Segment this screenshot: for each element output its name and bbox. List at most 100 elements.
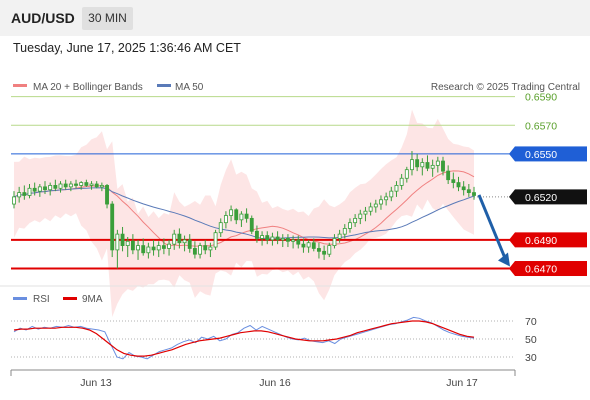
level-tag-arrow-3 bbox=[509, 189, 515, 205]
candle-body bbox=[84, 182, 89, 186]
level-label-5: 0.6470 bbox=[525, 264, 557, 276]
candle-body bbox=[48, 185, 53, 191]
candle-body bbox=[430, 164, 435, 169]
candle-body bbox=[415, 159, 420, 168]
candle-body bbox=[192, 248, 197, 255]
currency-pair-title: AUD/USD bbox=[11, 10, 75, 26]
candle-body bbox=[53, 185, 58, 189]
candle-body bbox=[151, 246, 156, 251]
rsi-ma-legend-label: 9MA bbox=[82, 294, 103, 305]
candle-body bbox=[296, 239, 301, 245]
ma50-line bbox=[13, 187, 475, 240]
candle-body bbox=[368, 206, 373, 212]
rsi-level-label-1: 50 bbox=[525, 334, 537, 346]
candle-body bbox=[105, 185, 109, 205]
candle-body bbox=[187, 239, 192, 249]
ma50-legend-swatch bbox=[157, 84, 171, 87]
candle-body bbox=[394, 185, 399, 192]
x-axis-label-0: Jun 13 bbox=[80, 377, 112, 389]
candle-body bbox=[12, 196, 16, 205]
candle-body bbox=[384, 196, 389, 201]
timeframe-button[interactable]: 30 MIN bbox=[82, 7, 133, 30]
candle-body bbox=[229, 209, 234, 216]
candle-body bbox=[285, 238, 290, 242]
candle-body bbox=[43, 186, 47, 191]
candle-body bbox=[110, 203, 115, 251]
candle-body bbox=[301, 243, 306, 248]
candle-body bbox=[32, 187, 37, 192]
level-tag-5 bbox=[515, 261, 587, 277]
candle-body bbox=[239, 213, 244, 221]
candle-body bbox=[223, 215, 228, 224]
candle-body bbox=[156, 245, 161, 251]
candle-body bbox=[161, 245, 166, 249]
candle-body bbox=[311, 242, 316, 249]
candle-body bbox=[280, 238, 285, 241]
candle-body bbox=[218, 222, 223, 234]
candle-body bbox=[244, 213, 249, 219]
candle-body bbox=[342, 228, 347, 235]
candle-body bbox=[379, 199, 383, 205]
candle-body bbox=[254, 230, 259, 239]
x-axis-label-1: Jun 16 bbox=[259, 377, 291, 389]
candle-body bbox=[130, 240, 135, 251]
level-label-4: 0.6490 bbox=[525, 235, 557, 247]
ma50-legend-label: MA 50 bbox=[175, 82, 204, 93]
candle-body bbox=[389, 190, 394, 198]
level-tag-3 bbox=[515, 189, 587, 205]
candle-body bbox=[306, 242, 311, 248]
level-label-3: 0.6520 bbox=[525, 192, 557, 204]
candle-body bbox=[89, 183, 94, 186]
candle-body bbox=[451, 179, 456, 183]
level-tag-arrow-5 bbox=[509, 261, 515, 277]
candle-body bbox=[410, 159, 414, 171]
candle-body bbox=[177, 233, 182, 244]
candle-body bbox=[249, 217, 254, 232]
candle-body bbox=[68, 183, 73, 188]
candle-body bbox=[63, 183, 68, 188]
level-tag-2 bbox=[515, 146, 587, 162]
candle-body bbox=[58, 183, 63, 189]
projection-arrow-head bbox=[498, 252, 510, 267]
candle-body bbox=[146, 246, 151, 254]
candle-body bbox=[74, 183, 78, 186]
candle-body bbox=[363, 210, 368, 215]
candle-body bbox=[141, 245, 146, 254]
candle-body bbox=[208, 246, 213, 251]
rsi-level-label-2: 30 bbox=[525, 352, 537, 364]
candle-body bbox=[260, 235, 265, 239]
candle-body bbox=[353, 217, 358, 224]
candle-body bbox=[337, 233, 342, 239]
candle-body bbox=[322, 250, 327, 255]
candle-body bbox=[37, 186, 42, 192]
candle-body bbox=[115, 233, 120, 251]
candle-body bbox=[167, 243, 171, 249]
candle-body bbox=[120, 233, 125, 246]
rsi-level-label-0: 70 bbox=[525, 316, 537, 328]
candle-body bbox=[99, 185, 104, 188]
candle-body bbox=[203, 245, 208, 251]
candle-body bbox=[198, 245, 203, 255]
candle-body bbox=[234, 209, 239, 221]
rsi-line bbox=[13, 316, 475, 360]
level-tag-4 bbox=[515, 232, 587, 248]
chart-header: AUD/USD 30 MIN bbox=[0, 0, 590, 36]
ma20-line bbox=[13, 170, 475, 247]
candle-body bbox=[461, 186, 466, 191]
candle-body bbox=[317, 248, 321, 252]
ma20-legend-label: MA 20 + Bollinger Bands bbox=[33, 82, 143, 93]
candle-body bbox=[270, 236, 275, 241]
candle-body bbox=[399, 177, 404, 186]
candle-body bbox=[348, 222, 352, 229]
candle-body bbox=[94, 183, 99, 188]
candle-body bbox=[404, 169, 409, 179]
candle-body bbox=[441, 160, 445, 172]
timestamp: Tuesday, June 17, 2025 1:36:46 AM CET bbox=[13, 41, 241, 55]
candle-body bbox=[265, 235, 270, 241]
candle-body bbox=[136, 245, 140, 251]
candle-body bbox=[446, 170, 451, 181]
candle-body bbox=[22, 192, 27, 196]
candle-body bbox=[291, 239, 296, 242]
candle-body bbox=[425, 162, 430, 169]
